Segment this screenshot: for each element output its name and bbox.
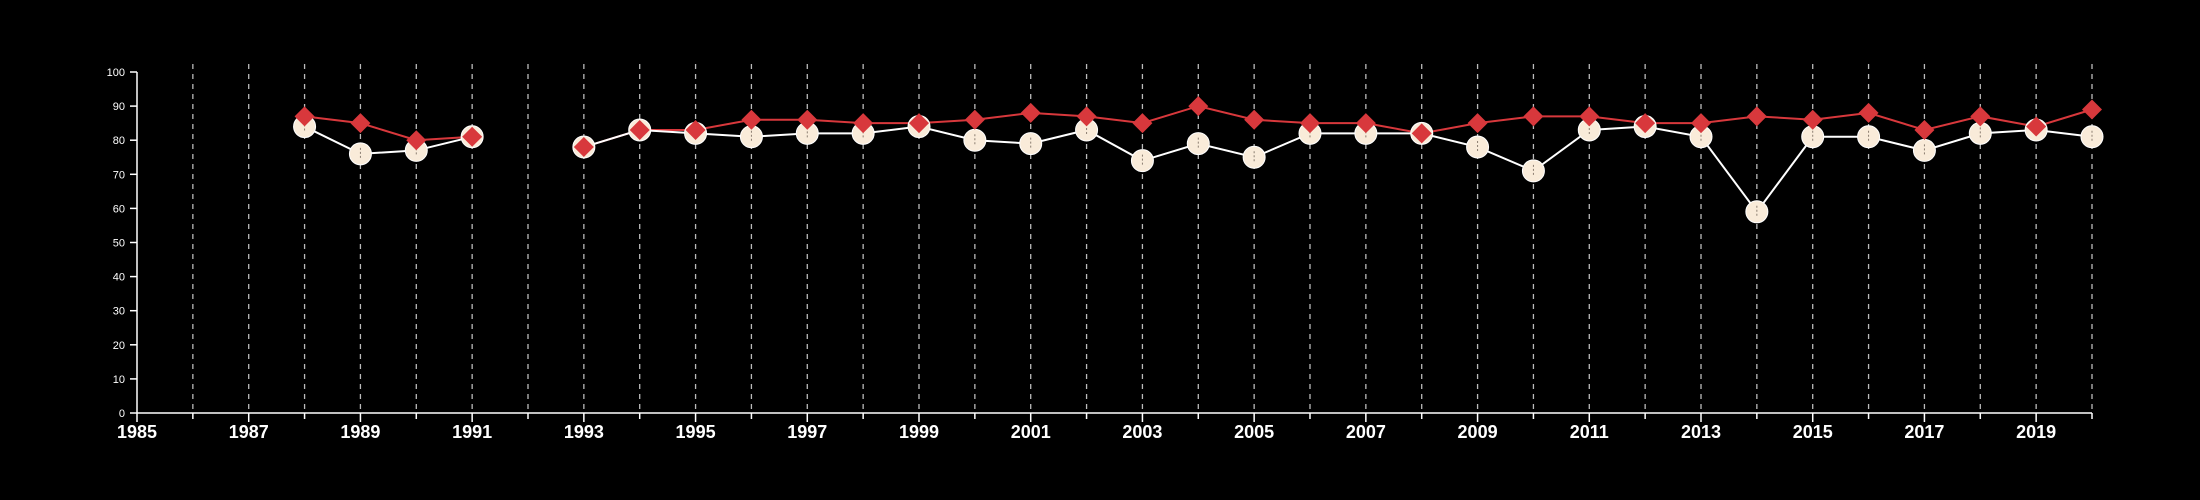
x-tick-label-1989: 1989 [340, 422, 380, 442]
red-point-2004 [1188, 96, 1209, 117]
red-point-2001 [1020, 102, 1041, 123]
red-point-1995 [685, 119, 706, 140]
red-point-1997 [797, 109, 818, 130]
y-tick-label-70: 70 [113, 169, 125, 181]
red-point-2015 [1802, 109, 1823, 130]
red-series-line-0 [304, 115, 473, 142]
y-tick-label-20: 20 [113, 340, 125, 352]
red-point-2011 [1579, 106, 1600, 127]
y-tick-label-50: 50 [113, 238, 125, 250]
x-tick-label-1997: 1997 [787, 422, 827, 442]
x-tick-label-2015: 2015 [1793, 422, 1833, 442]
y-tick-label-90: 90 [113, 101, 125, 113]
red-point-2002 [1076, 106, 1097, 127]
x-tick-label-2005: 2005 [1234, 422, 1274, 442]
red-point-2006 [1300, 113, 1320, 134]
y-tick-label-80: 80 [113, 135, 125, 147]
x-tick-label-2011: 2011 [1570, 422, 1609, 442]
red-point-1990 [406, 130, 427, 151]
red-point-2010 [1523, 106, 1544, 127]
x-tick-label-2013: 2013 [1681, 422, 1721, 442]
x-tick-label-1991: 1991 [452, 422, 492, 442]
red-point-2018 [1970, 106, 1991, 127]
axes: 0 10 20 30 40 50 60 70 80 90 100 1985 1987 1989 1991 19… [107, 67, 2093, 442]
red-point-1998 [853, 113, 874, 134]
red-point-1996 [741, 109, 762, 130]
red-point-2014 [1746, 106, 1767, 127]
x-tick-label-2009: 2009 [1458, 422, 1498, 442]
y-tick-label-30: 30 [113, 306, 125, 318]
red-point-2012 [1635, 113, 1656, 134]
x-tick-label-1999: 1999 [899, 422, 939, 442]
red-point-2016 [1858, 102, 1879, 123]
red-point-1994 [629, 119, 650, 140]
red-point-2005 [1244, 109, 1265, 130]
red-point-1988 [294, 106, 315, 127]
y-tick-label-100: 100 [107, 67, 125, 79]
cream-series-line-1 [583, 125, 2093, 214]
x-tick-label-1993: 1993 [564, 422, 604, 442]
red-point-2003 [1132, 113, 1153, 134]
red-point-1999 [909, 113, 929, 134]
y-tick-label-0: 0 [119, 408, 125, 420]
red-point-2009 [1467, 113, 1488, 134]
red-point-2007 [1355, 113, 1376, 134]
x-tick-label-1985: 1985 [117, 422, 157, 442]
x-tick-label-1995: 1995 [676, 422, 716, 442]
x-tick-label-1987: 1987 [229, 422, 269, 442]
red-point-2013 [1691, 113, 1711, 134]
red-point-2008 [1411, 123, 1432, 144]
series-layer [293, 96, 2104, 224]
red-point-2017 [1914, 119, 1935, 140]
x-tick-label-2007: 2007 [1346, 422, 1386, 442]
x-tick-label-2001: 2001 [1011, 422, 1051, 442]
red-series-line-1 [583, 105, 2093, 148]
y-tick-label-40: 40 [113, 272, 125, 284]
gridlines [192, 64, 2093, 413]
y-tick-label-60: 60 [113, 203, 125, 215]
x-tick-label-2017: 2017 [1904, 422, 1944, 442]
x-tick-label-2019: 2019 [2016, 422, 2056, 442]
red-point-2000 [964, 109, 985, 130]
red-point-1993 [573, 137, 594, 158]
cream-series-line-0 [304, 125, 473, 155]
red-point-1989 [350, 113, 371, 134]
x-tick-label-2003: 2003 [1122, 422, 1162, 442]
y-tick-label-10: 10 [113, 374, 125, 386]
red-point-2019 [2026, 116, 2047, 137]
red-point-1991 [462, 126, 483, 147]
red-point-2020 [2082, 99, 2102, 120]
